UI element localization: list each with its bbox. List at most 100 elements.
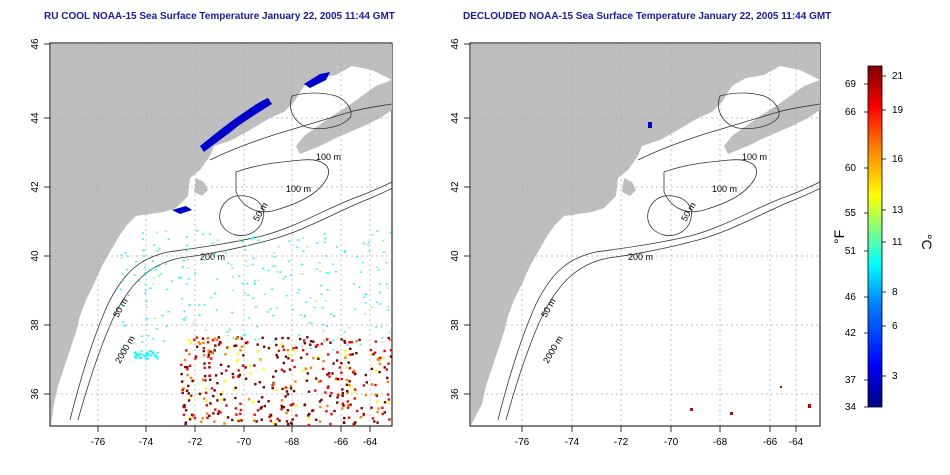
sst-pixel bbox=[326, 404, 329, 408]
sst-pixel bbox=[386, 376, 389, 380]
sst-pixel bbox=[246, 343, 249, 345]
sst-pixel bbox=[231, 311, 233, 314]
land-nova-scotia bbox=[296, 80, 392, 154]
sst-pixel bbox=[332, 263, 334, 266]
sst-pixel bbox=[244, 248, 247, 251]
sst-pixel bbox=[165, 230, 167, 232]
lon-tick-label: -68 bbox=[285, 437, 300, 448]
sst-pixel bbox=[211, 339, 215, 342]
sst-pixel bbox=[341, 391, 345, 395]
sst-pixel bbox=[289, 385, 293, 388]
sst-pixel bbox=[214, 374, 218, 377]
sst-pixel bbox=[347, 384, 351, 387]
sst-pixel bbox=[347, 406, 350, 409]
sst-pixel bbox=[373, 351, 377, 354]
sst-pixel bbox=[287, 357, 290, 360]
celsius-tick-label: 6 bbox=[892, 321, 898, 332]
sst-pixel bbox=[209, 402, 212, 405]
sst-pixel bbox=[388, 331, 391, 334]
sst-pixel bbox=[189, 396, 192, 399]
sst-pixel bbox=[230, 264, 233, 266]
sst-pixel bbox=[274, 337, 278, 340]
lat-tick-label: 46 bbox=[450, 38, 461, 50]
sst-pixel bbox=[278, 245, 280, 248]
sst-pixel bbox=[185, 283, 188, 285]
sst-pixel bbox=[217, 336, 220, 339]
sst-pixel bbox=[239, 402, 242, 405]
sst-pixel bbox=[290, 274, 292, 277]
sst-pixel bbox=[267, 269, 270, 272]
sst-pixel bbox=[274, 423, 277, 426]
sst-pixel bbox=[319, 262, 321, 264]
sst-pixel bbox=[389, 349, 393, 352]
sst-pixel bbox=[298, 289, 301, 291]
lon-tick-label: -64 bbox=[789, 437, 804, 448]
sst-pixel bbox=[292, 347, 295, 350]
sst-pixel bbox=[194, 272, 197, 274]
sst-pixel bbox=[195, 336, 198, 339]
sst-pixel bbox=[200, 420, 203, 424]
sst-pixel bbox=[319, 380, 322, 383]
sst-pixel bbox=[383, 401, 387, 404]
sst-pixel bbox=[236, 336, 239, 339]
lon-tick-label: -66 bbox=[334, 437, 349, 448]
lon-tick-label: -70 bbox=[664, 437, 679, 448]
sst-pixel bbox=[301, 272, 303, 275]
sst-pixel bbox=[268, 415, 271, 419]
sst-pixel bbox=[156, 231, 158, 234]
sst-pixel bbox=[189, 341, 192, 345]
sst-pixel bbox=[215, 309, 218, 311]
sst-pixel bbox=[122, 320, 124, 323]
sst-pixel bbox=[324, 238, 326, 240]
sst-pixel bbox=[136, 352, 139, 355]
sst-pixel bbox=[313, 306, 316, 309]
sst-pixel bbox=[266, 311, 269, 313]
lat-tick-label: 40 bbox=[30, 250, 41, 262]
sst-pixel bbox=[347, 404, 350, 407]
sst-pixel bbox=[193, 322, 195, 324]
sst-pixel bbox=[184, 421, 188, 424]
sst-pixel bbox=[358, 338, 361, 342]
sst-pixel bbox=[163, 340, 165, 342]
sst-pixel bbox=[326, 272, 328, 274]
sst-pixel bbox=[181, 391, 184, 395]
sst-pixel bbox=[319, 270, 322, 273]
sst-pixel bbox=[146, 352, 149, 354]
contour-label-100m-a: 100 m bbox=[316, 152, 341, 162]
sst-pixel bbox=[150, 269, 152, 271]
sst-pixel bbox=[296, 246, 298, 248]
sst-pixel bbox=[376, 410, 379, 414]
sst-pixel bbox=[141, 335, 143, 338]
sst-pixel bbox=[353, 397, 356, 400]
sst-pixel bbox=[348, 367, 352, 370]
lat-tick-label: 38 bbox=[450, 319, 461, 331]
sst-pixel bbox=[351, 353, 354, 356]
sst-pixel bbox=[365, 381, 368, 384]
sst-pixel bbox=[281, 336, 284, 340]
land-mass bbox=[471, 44, 820, 425]
sst-pixel bbox=[227, 330, 229, 333]
sst-pixel bbox=[272, 314, 274, 317]
sst-pixel bbox=[281, 345, 285, 348]
sst-pixel bbox=[363, 242, 365, 245]
sst-pixel bbox=[258, 381, 261, 384]
sst-sparse-pixels bbox=[648, 122, 811, 415]
sst-pixel bbox=[363, 296, 365, 299]
sst-pixel bbox=[223, 398, 226, 401]
sst-pixel bbox=[290, 422, 293, 426]
sst-pixel bbox=[274, 370, 278, 373]
sst-pixel bbox=[187, 267, 189, 269]
sst-pixel bbox=[147, 353, 150, 356]
sst-pixel bbox=[194, 357, 197, 360]
sst-pixel bbox=[143, 255, 145, 257]
sst-pixel bbox=[358, 286, 361, 289]
sst-pixel bbox=[273, 252, 275, 254]
sst-pixel bbox=[202, 354, 206, 357]
sst-pixel bbox=[243, 334, 245, 337]
sst-pixel bbox=[286, 393, 290, 396]
sst-pixel bbox=[288, 240, 291, 242]
sst-pixel bbox=[312, 356, 315, 360]
sst-pixel bbox=[205, 404, 208, 407]
sst-map-raw: 100 m 100 m 50 m 200 m 50 m 2000 m bbox=[49, 42, 393, 427]
sst-pixel bbox=[332, 349, 335, 351]
